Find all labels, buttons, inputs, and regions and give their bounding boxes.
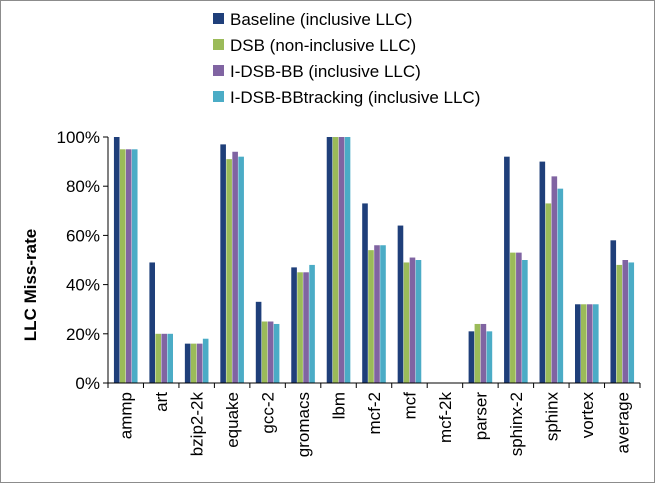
y-tick-label: 100% xyxy=(57,128,100,147)
legend-label-1: Baseline (inclusive LLC) xyxy=(230,10,412,29)
bar-mcf-series-3 xyxy=(409,257,416,383)
bar-gcc-2-series-2 xyxy=(261,321,268,383)
bar-art-series-3 xyxy=(161,333,167,383)
x-tick-label: equake xyxy=(223,392,242,448)
bar-equake-series-4 xyxy=(238,156,244,383)
x-axis: ammp art bzip2-2k equake gcc-2 gromacs lbm mcf-… xyxy=(107,382,641,457)
bar-vortex-series-4 xyxy=(593,304,599,383)
bar-mcf-series-4 xyxy=(415,260,422,383)
bar-sphinx-series-1 xyxy=(539,161,546,383)
legend-label-2: DSB (non-inclusive LLC) xyxy=(230,36,416,55)
x-tick-label: average xyxy=(613,392,632,453)
x-tick-label: ammp xyxy=(117,392,136,439)
y-tick-label: 60% xyxy=(66,226,100,245)
x-tick-label: sphinx-2 xyxy=(507,392,526,456)
bar-sphinx-series-4 xyxy=(557,188,564,383)
bar-vortex-series-3 xyxy=(587,304,593,383)
legend: Baseline (inclusive LLC) DSB (non-inclusi… xyxy=(213,10,480,107)
bar-average-series-3 xyxy=(622,260,629,383)
bar-gromacs-series-3 xyxy=(303,272,309,383)
bar-bzip2-2k-series-2 xyxy=(190,343,197,383)
legend-swatch-2 xyxy=(213,39,224,50)
legend-label-4: I-DSB-BBtracking (inclusive LLC) xyxy=(230,88,480,107)
bar-art-series-1 xyxy=(149,262,155,383)
bar-sphinx-2-series-1 xyxy=(504,156,510,383)
y-tick-label: 80% xyxy=(66,177,100,196)
bar-ammp-series-2 xyxy=(119,149,126,383)
bar-ammp-series-3 xyxy=(125,149,132,383)
bar-parser-series-2 xyxy=(474,323,481,383)
bar-mcf-series-1 xyxy=(397,225,404,383)
legend-swatch-3 xyxy=(213,65,224,76)
bar-ammp-series-1 xyxy=(113,137,120,383)
bar-sphinx-series-3 xyxy=(551,176,558,383)
bar-equake-series-1 xyxy=(220,144,226,383)
bar-vortex-series-2 xyxy=(581,304,587,383)
bar-gromacs-series-1 xyxy=(291,267,297,383)
bar-parser-series-3 xyxy=(480,323,487,383)
y-axis-label: LLC Miss-rate xyxy=(21,229,40,341)
bar-gcc-2-series-3 xyxy=(267,321,274,383)
bar-ammp-series-4 xyxy=(131,149,138,383)
bar-lbm-series-3 xyxy=(338,137,345,383)
bar-average-series-4 xyxy=(628,262,635,383)
bar-parser-series-1 xyxy=(468,331,475,383)
bar-art-series-4 xyxy=(167,333,173,383)
x-tick-label: lbm xyxy=(330,392,349,419)
bar-gcc-2-series-1 xyxy=(255,301,262,383)
bar-parser-series-4 xyxy=(486,331,493,383)
y-tick-label: 0% xyxy=(75,374,100,393)
y-axis: 0% 20% 40% 60% 80% 100% xyxy=(57,128,109,393)
bar-sphinx-2-series-3 xyxy=(516,252,522,383)
bar-bzip2-2k-series-3 xyxy=(196,343,203,383)
x-tick-label: vortex xyxy=(578,392,597,439)
bar-mcf-series-2 xyxy=(403,262,410,383)
legend-label-3: I-DSB-BB (inclusive LLC) xyxy=(230,62,421,81)
bar-bzip2-2k-series-4 xyxy=(202,338,209,383)
y-tick-label: 40% xyxy=(66,276,100,295)
bar-gromacs-series-4 xyxy=(309,264,315,383)
bar-mcf-2-series-3 xyxy=(374,245,380,383)
x-tick-label: gromacs xyxy=(294,392,313,457)
bar-lbm-series-1 xyxy=(326,137,333,383)
bar-average-series-1 xyxy=(610,240,617,383)
bar-gromacs-series-2 xyxy=(297,272,303,383)
x-tick-label: gcc-2 xyxy=(259,392,278,434)
x-tick-label: mcf-2 xyxy=(365,392,384,435)
bar-lbm-series-2 xyxy=(332,137,339,383)
bar-equake-series-3 xyxy=(232,151,238,383)
x-tick-label: art xyxy=(152,392,171,412)
legend-swatch-4 xyxy=(213,91,224,102)
bars xyxy=(113,137,635,383)
x-tick-label: sphinx xyxy=(542,392,561,442)
bar-sphinx-series-2 xyxy=(545,203,552,383)
bar-equake-series-2 xyxy=(226,159,232,383)
bar-sphinx-2-series-4 xyxy=(522,260,528,383)
bar-vortex-series-1 xyxy=(575,304,581,383)
bar-mcf-2-series-2 xyxy=(368,250,374,383)
x-tick-label: parser xyxy=(471,392,490,441)
bar-gcc-2-series-4 xyxy=(273,323,280,383)
x-tick-label: mcf xyxy=(400,392,419,420)
bar-mcf-2-series-4 xyxy=(380,245,386,383)
y-tick-label: 20% xyxy=(66,325,100,344)
bar-bzip2-2k-series-1 xyxy=(184,343,191,383)
bar-average-series-2 xyxy=(616,264,623,383)
legend-swatch-1 xyxy=(213,13,224,24)
bar-mcf-2-series-1 xyxy=(362,203,368,383)
bar-sphinx-2-series-2 xyxy=(510,252,516,383)
x-tick-label: bzip2-2k xyxy=(188,392,207,457)
bar-lbm-series-4 xyxy=(344,137,351,383)
x-tick-label: mcf-2k xyxy=(436,392,455,444)
bar-art-series-2 xyxy=(155,333,161,383)
